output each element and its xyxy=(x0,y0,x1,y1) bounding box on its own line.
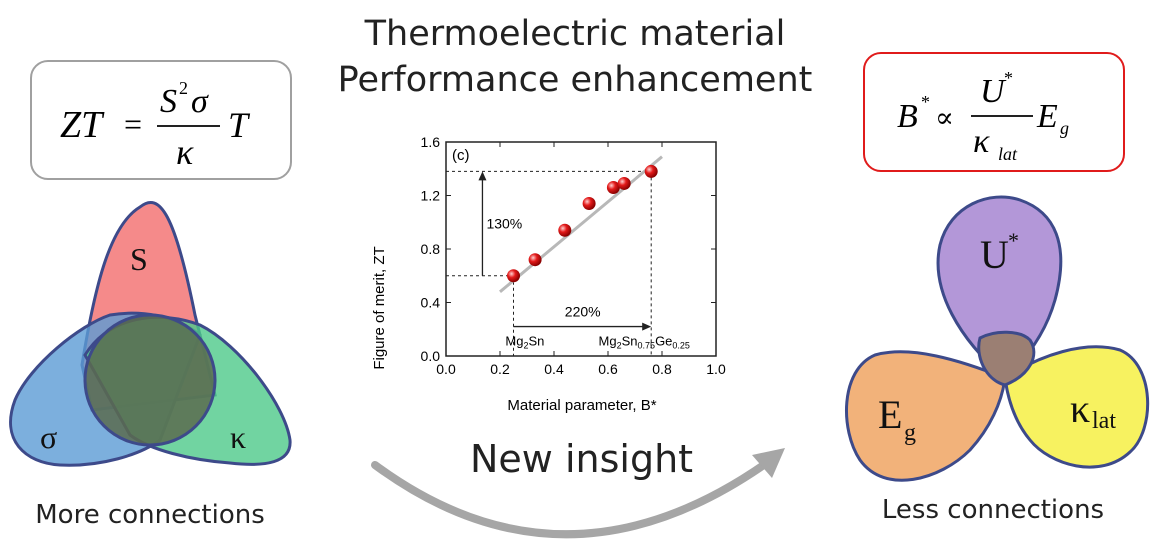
right-caption: Less connections xyxy=(881,495,1105,525)
b-tail-e: E xyxy=(1036,98,1058,135)
data-point xyxy=(644,164,658,178)
zt-formula-box: ZT = S 2 σ κ T xyxy=(30,60,292,180)
venn-label-s: S xyxy=(130,241,148,277)
zt-tail-t: T xyxy=(228,105,251,145)
panel-label: (c) xyxy=(452,147,470,164)
b-formula: B * ∝ U * κ lat E g xyxy=(897,68,1069,164)
y-tick-label: 0.4 xyxy=(421,295,441,311)
petal-label-u: U xyxy=(980,232,1009,277)
venn-label-sigma: σ xyxy=(40,419,57,455)
y-tick-label: 1.2 xyxy=(421,188,441,204)
b-lhs: B xyxy=(897,98,918,135)
title-line-2: Performance enhancement xyxy=(337,60,813,100)
horizontal-arrow-head xyxy=(642,322,652,331)
b-formula-box: B * ∝ U * κ lat E g xyxy=(863,52,1125,172)
insight-arrow-head xyxy=(752,448,785,478)
data-point xyxy=(606,180,620,194)
b-den-kappa: κ xyxy=(973,123,990,160)
data-point xyxy=(558,223,572,237)
b-num-u: U xyxy=(980,73,1007,110)
zt-den-kappa: κ xyxy=(176,132,194,172)
data-point xyxy=(582,197,596,211)
horizontal-pct-label: 220% xyxy=(565,304,601,320)
zt-formula: ZT = S 2 σ κ T xyxy=(60,78,251,172)
end-material-label: Mg2Sn0.75Ge0.25 xyxy=(599,333,690,350)
zt-num-sup: 2 xyxy=(179,78,188,98)
b-den-sub: lat xyxy=(998,144,1018,164)
vertical-arrow-head xyxy=(478,171,487,181)
petal-eg xyxy=(845,350,1007,482)
petal-kappa xyxy=(1003,345,1150,469)
x-tick-label: 0.6 xyxy=(598,361,618,377)
x-tick-label: 0.0 xyxy=(436,361,456,377)
insight-arrow xyxy=(371,448,785,539)
petal-center xyxy=(977,330,1036,387)
petal-label-e: E xyxy=(878,392,902,437)
venn-center-region xyxy=(83,313,217,447)
y-tick-label: 0.8 xyxy=(421,241,441,257)
chart-frame xyxy=(445,141,717,357)
insight-label: New insight xyxy=(470,437,694,481)
b-tail-sub: g xyxy=(1060,118,1069,138)
data-point xyxy=(617,176,631,190)
start-material-label: Mg2Sn xyxy=(505,333,544,350)
b-prop: ∝ xyxy=(935,103,954,134)
x-tick-label: 0.4 xyxy=(544,361,564,377)
title-line-1: Thermoelectric material xyxy=(364,14,786,54)
x-tick-label: 1.0 xyxy=(706,361,726,377)
chart-xlabel: Material parameter, B* xyxy=(507,397,656,414)
fit-line xyxy=(499,155,663,293)
zt-num-s: S xyxy=(160,83,177,120)
venn-diagram: S σ κ xyxy=(9,201,292,467)
x-tick-label: 0.8 xyxy=(652,361,672,377)
zt-equals: = xyxy=(124,106,142,142)
zt-lhs: ZT xyxy=(60,104,105,146)
b-lhs-sup: * xyxy=(921,92,930,112)
petal-label-kappa: κ xyxy=(1070,386,1090,431)
x-tick-label: 0.2 xyxy=(490,361,510,377)
petal-label-u-sup: * xyxy=(1008,228,1019,253)
left-caption: More connections xyxy=(35,500,265,530)
y-tick-label: 0.0 xyxy=(421,348,441,364)
y-tick-label: 1.6 xyxy=(421,134,441,150)
zt-num-sigma: σ xyxy=(191,83,209,120)
b-num-sup: * xyxy=(1004,68,1013,88)
petal-u xyxy=(936,195,1063,380)
zt-vs-b-chart: Figure of merit, ZT Material parameter, … xyxy=(371,134,726,414)
vertical-pct-label: 130% xyxy=(486,215,522,231)
petal-label-e-sub: g xyxy=(904,420,916,446)
petal-label-kappa-sub: lat xyxy=(1092,408,1116,434)
chart-ylabel: Figure of merit, ZT xyxy=(371,246,388,369)
venn-label-kappa: κ xyxy=(230,419,246,455)
data-point xyxy=(528,253,542,267)
data-point xyxy=(507,269,520,283)
petal-diagram: U * E g κ lat xyxy=(845,195,1150,482)
